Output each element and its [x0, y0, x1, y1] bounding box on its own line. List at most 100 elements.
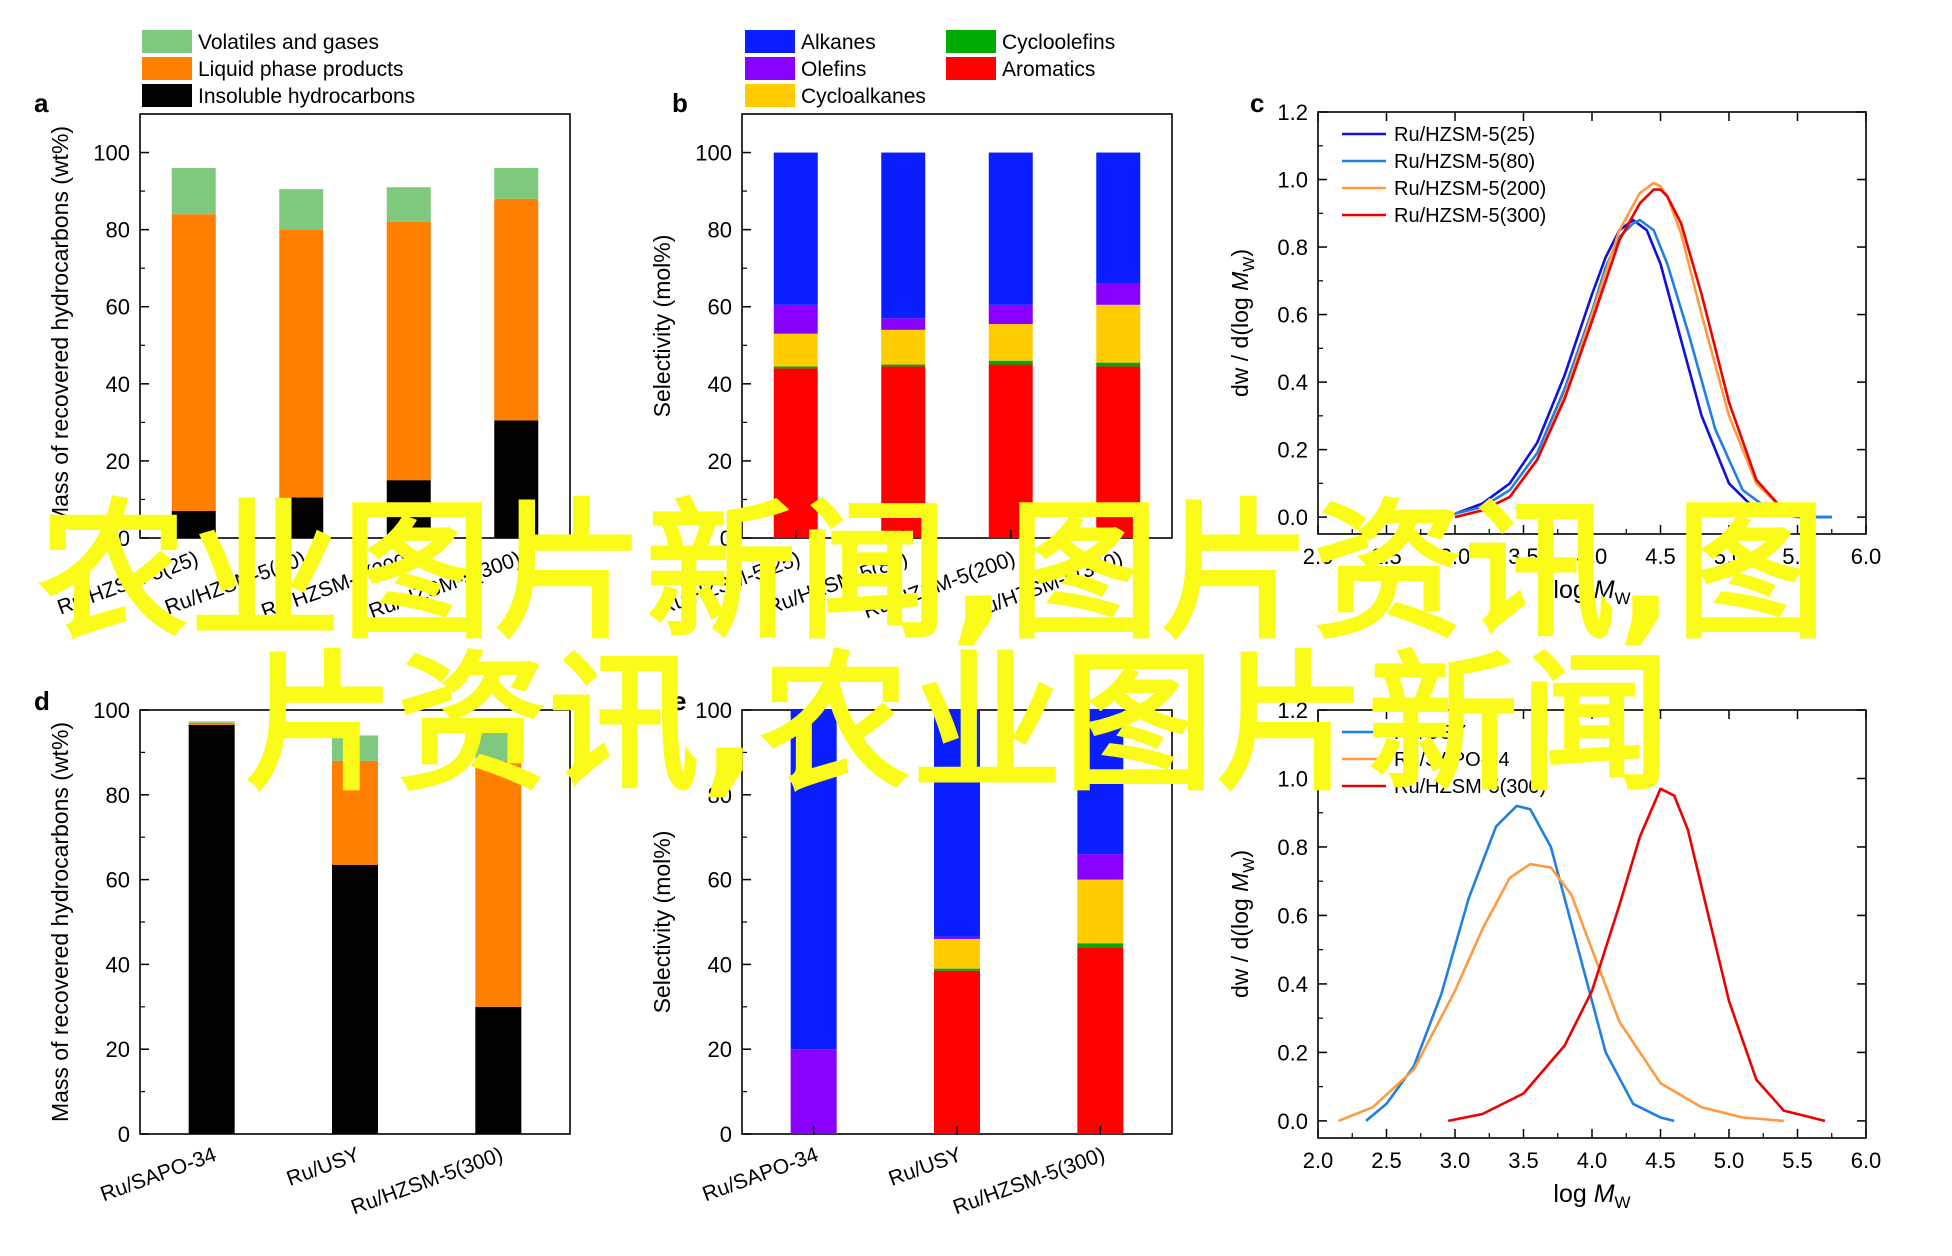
plot-frame — [139, 113, 571, 539]
bar-cycloolefins-1 — [881, 364, 926, 367]
bar-liquid-phase-products-0 — [171, 214, 216, 512]
legend-label-volatiles-and-gases: Volatiles and gases — [198, 31, 379, 54]
y-tick-label: 0 — [720, 1122, 732, 1147]
bar-liquid-phase-products-0 — [188, 722, 235, 725]
x-tick-label: Ru/HZSM-5(300) — [950, 1143, 1108, 1219]
panel-label-f: f — [1250, 686, 1259, 716]
x-tick-label: 5.0 — [1714, 1148, 1745, 1173]
legend-label-ru-hzsm-5-300: Ru/HZSM-5(300) — [1394, 776, 1546, 798]
y-tick-label: 1.0 — [1277, 168, 1308, 193]
bar-liquid-phase-products-1 — [279, 229, 324, 498]
bar-volatiles-and-gases-1 — [332, 735, 378, 761]
x-tick-label: 5.5 — [1782, 1148, 1813, 1173]
bar-alkanes-1 — [881, 152, 926, 319]
bar-cycloalkanes-1 — [934, 938, 980, 969]
panel-label-d: d — [34, 686, 50, 716]
y-tick-label: 100 — [93, 141, 130, 166]
x-tick-label: 5.0 — [1714, 544, 1745, 569]
y-tick-label: 0.8 — [1277, 235, 1308, 260]
bar-liquid-phase-products-2 — [386, 221, 431, 481]
series-line-ru-usy — [1365, 804, 1675, 1123]
series-line-ru-hzsm-5-200 — [1454, 181, 1812, 519]
x-tick-label: 3.0 — [1440, 544, 1471, 569]
bar-cycloalkanes-3 — [1096, 304, 1141, 363]
bar-volatiles-and-gases-3 — [494, 167, 539, 199]
x-tick-label: 3.5 — [1508, 1148, 1539, 1173]
bar-olefins-3 — [1096, 283, 1141, 305]
y-tick-label: 20 — [708, 1037, 732, 1062]
legend-label-ru-sapo-34: Ru/SAPO-34 — [1394, 749, 1510, 771]
bar-aromatics-3 — [1096, 366, 1141, 538]
y-axis-label: Mass of recovered hydrocarbons (wt%) — [47, 722, 73, 1122]
y-tick-label: 0.6 — [1277, 903, 1308, 928]
panel-c: c 0.0 0.2 0.4 0.6 0.8 1.0 1.2 2.0 2.5 3.0 3.5 4.0 4.5… — [1227, 88, 1881, 608]
x-tick-label: 3.0 — [1440, 1148, 1471, 1173]
bar-alkanes-3 — [1096, 152, 1141, 284]
legend-label-alkanes: Alkanes — [801, 31, 876, 54]
bar-cycloolefins-2 — [988, 360, 1033, 365]
y-tick-label: 0 — [720, 526, 732, 551]
bar-cycloalkanes-2 — [988, 324, 1033, 361]
x-axis-label: log MW — [1553, 576, 1630, 608]
bar-cycloolefins-1 — [934, 968, 980, 971]
panel-label-a: a — [34, 88, 49, 118]
y-tick-label: 100 — [695, 698, 732, 723]
bar-insoluble-hydrocarbons-2 — [386, 480, 431, 538]
series-line-ru-hzsm-5-25 — [1427, 218, 1832, 519]
y-tick-label: 0.2 — [1277, 438, 1308, 463]
bar-aromatics-0 — [773, 368, 818, 538]
legend-label-cycloolefins: Cycloolefins — [1002, 31, 1115, 54]
legend-label-ru-hzsm-5-25: Ru/HZSM-5(25) — [1394, 124, 1535, 146]
y-tick-label: 0 — [118, 1122, 130, 1147]
bar-volatiles-and-gases-1 — [279, 189, 324, 230]
x-tick-label: Ru/SAPO-34 — [699, 1143, 821, 1206]
bar-liquid-phase-products-1 — [332, 760, 378, 865]
legend-label-ru-usy: Ru/USY — [1394, 722, 1466, 744]
legend-label-olefins: Olefins — [801, 58, 866, 81]
legend-swatch-aromatics — [946, 57, 996, 80]
bar-volatiles-and-gases-0 — [171, 167, 216, 215]
y-tick-label: 0.4 — [1277, 972, 1308, 997]
series-line-ru-hzsm-5-300 — [1447, 787, 1826, 1123]
bar-liquid-phase-products-3 — [494, 198, 539, 421]
bar-cycloolefins-3 — [1096, 362, 1141, 367]
panel-label-b: b — [672, 88, 688, 118]
y-axis-label: Selectivity (mol%) — [649, 235, 675, 418]
x-axis-label: log MW — [1553, 1180, 1630, 1212]
legend-label-ru-hzsm-5-300: Ru/HZSM-5(300) — [1394, 205, 1546, 227]
bar-volatiles-and-gases-2 — [386, 187, 431, 222]
y-tick-label: 60 — [708, 295, 732, 320]
x-tick-label: 3.5 — [1508, 544, 1539, 569]
panel-f: f 0.0 0.2 0.4 0.6 0.8 1.0 1.2 2.0 2.5 3.0 3.5 4.0 4.5… — [1227, 686, 1881, 1212]
y-tick-label: 60 — [106, 868, 130, 893]
watermark-line-2: 片资讯,农业图片新闻 — [245, 638, 1672, 812]
y-tick-label: 0 — [118, 526, 130, 551]
y-tick-label: 80 — [106, 218, 130, 243]
legend-swatch-liquid-phase-products — [142, 57, 192, 80]
y-tick-label: 100 — [695, 141, 732, 166]
bar-olefins-0 — [773, 304, 818, 334]
bar-aromatics-1 — [934, 970, 980, 1134]
bar-alkanes-0 — [790, 710, 837, 1050]
x-tick-label: 2.0 — [1303, 544, 1334, 569]
y-tick-label: 1.2 — [1277, 698, 1308, 723]
bar-cycloalkanes-1 — [881, 329, 926, 365]
y-tick-label: 20 — [106, 449, 130, 474]
panel-label-c: c — [1250, 88, 1264, 118]
bar-olefins-2 — [1077, 854, 1124, 880]
y-tick-label: 0.4 — [1277, 370, 1308, 395]
bar-volatiles-and-gases-2 — [475, 726, 522, 761]
bar-insoluble-hydrocarbons-2 — [475, 1006, 522, 1134]
bar-aromatics-2 — [1077, 947, 1124, 1134]
x-tick-label: 6.0 — [1851, 1148, 1882, 1173]
bar-alkanes-1 — [934, 710, 980, 937]
legend-swatch-insoluble-hydrocarbons — [142, 84, 192, 107]
bar-olefins-1 — [934, 936, 980, 939]
legend-label-aromatics: Aromatics — [1002, 58, 1095, 81]
bar-aromatics-1 — [881, 366, 926, 538]
plot-frame — [741, 113, 1173, 539]
watermark-line-1: 农业图片新闻,图片资讯,图 — [38, 486, 1828, 660]
y-tick-label: 80 — [708, 783, 732, 808]
y-tick-label: 40 — [708, 372, 732, 397]
